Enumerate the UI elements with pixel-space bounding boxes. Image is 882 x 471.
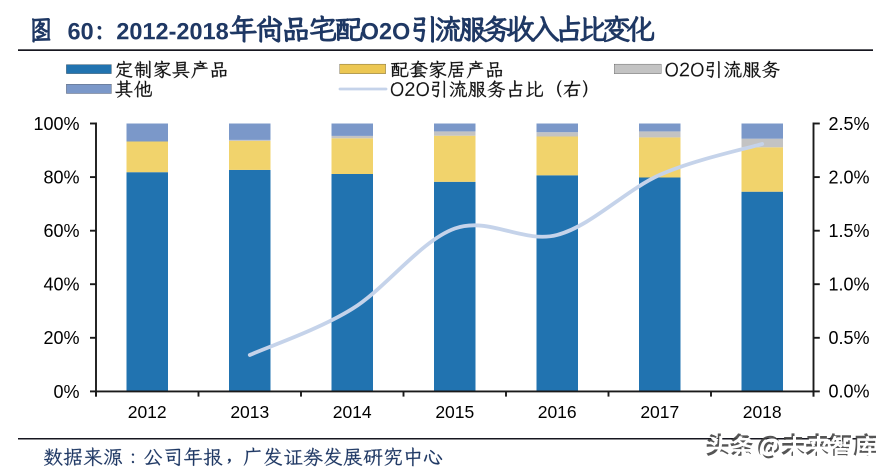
svg-text:0.0%: 0.0% xyxy=(829,382,870,402)
svg-text:2.5%: 2.5% xyxy=(829,114,870,134)
svg-text:2017: 2017 xyxy=(640,402,679,422)
svg-text:2012: 2012 xyxy=(128,402,167,422)
svg-text:1.5%: 1.5% xyxy=(829,221,870,241)
svg-text:2014: 2014 xyxy=(333,402,372,422)
svg-text:20%: 20% xyxy=(43,328,79,348)
svg-text:2018: 2018 xyxy=(743,402,782,422)
svg-text:2016: 2016 xyxy=(538,402,577,422)
svg-text:2.0%: 2.0% xyxy=(829,167,870,187)
svg-text:40%: 40% xyxy=(43,275,79,295)
svg-text:2015: 2015 xyxy=(435,402,474,422)
svg-text:0.5%: 0.5% xyxy=(829,328,870,348)
svg-text:2013: 2013 xyxy=(230,402,269,422)
svg-text:100%: 100% xyxy=(33,114,79,134)
svg-text:60%: 60% xyxy=(43,221,79,241)
svg-text:0%: 0% xyxy=(53,382,79,402)
svg-text:1.0%: 1.0% xyxy=(829,275,870,295)
svg-text:80%: 80% xyxy=(43,168,79,188)
